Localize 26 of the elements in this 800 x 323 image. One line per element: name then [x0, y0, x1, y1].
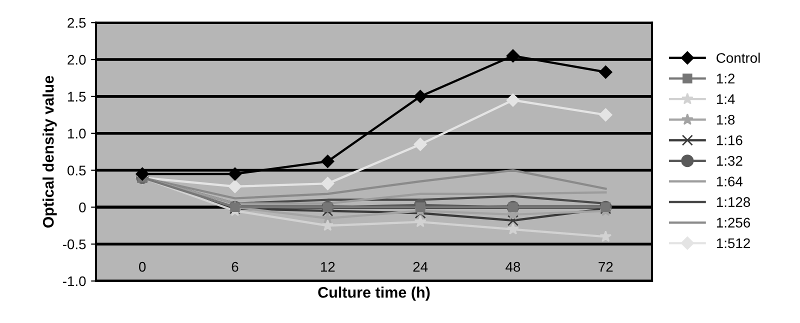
y-tick-label: -1.0	[62, 276, 86, 286]
x-tick-label: 72	[598, 262, 613, 272]
legend-label: 1:16	[716, 135, 742, 146]
legend-label: Control	[716, 52, 760, 63]
y-tick-label: 1.5	[68, 92, 86, 102]
legend-label: 1:2	[716, 74, 735, 84]
legend-label: 1:256	[716, 218, 750, 228]
x-tick-label: 0	[139, 262, 146, 272]
legend-label: 1:512	[716, 238, 750, 248]
legend-label: 1:128	[716, 197, 750, 208]
x-tick-label: 24	[413, 262, 428, 272]
x-tick-label: 6	[232, 262, 238, 272]
legend-label: 1:4	[716, 94, 735, 104]
legend-label: 1:8	[716, 114, 735, 125]
y-tick-label: 1.0	[68, 128, 86, 139]
legend-label: 1:64	[716, 176, 743, 186]
x-tick-label: 48	[506, 262, 520, 272]
x-tick-label: 12	[321, 262, 335, 272]
y-tick-label: 0.5	[68, 166, 86, 176]
y-tick-label: 2.5	[68, 18, 86, 28]
y-tick-label: 2.0	[68, 54, 86, 65]
y-tick-label: 0	[79, 202, 86, 212]
y-axis-title: Optical density value	[42, 76, 57, 228]
x-axis-title: Culture time (h)	[318, 286, 430, 301]
y-tick-label: -0.5	[62, 239, 86, 250]
legend-label: 1:32	[716, 156, 742, 166]
